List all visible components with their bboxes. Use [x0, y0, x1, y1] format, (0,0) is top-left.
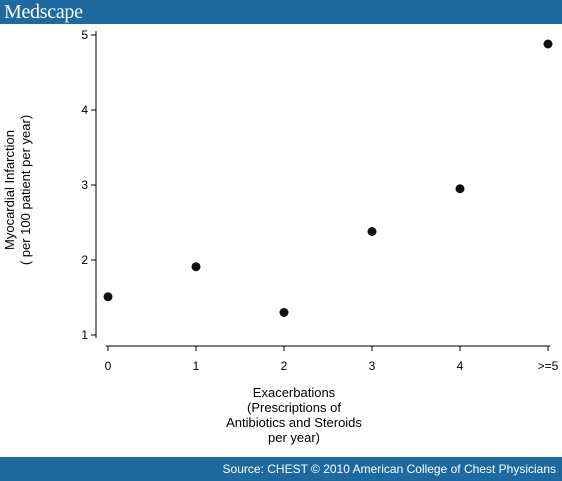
x-tick-label: 3	[369, 359, 376, 373]
data-point	[103, 292, 113, 302]
y-tick-label: 1	[81, 328, 88, 342]
x-ticks: 0 1 2 3 4 >=5	[105, 346, 559, 373]
x-axis-label: Exacerbations (Prescriptions of Antibiot…	[204, 385, 384, 445]
x-axis-label-line-4: per year)	[267, 430, 321, 445]
data-point	[455, 184, 465, 194]
x-tick-label: >=5	[538, 359, 559, 373]
y-tick-label: 2	[81, 253, 88, 267]
y-ticks: 1 2 3 4 5	[81, 28, 96, 342]
source-credit: Source: CHEST © 2010 American College of…	[222, 462, 556, 476]
data-point	[279, 308, 289, 317]
x-axis-label-line-1: Exacerbations	[252, 385, 336, 400]
chart-axes	[95, 31, 550, 347]
x-tick-label: 4	[457, 359, 464, 373]
y-tick-label: 4	[81, 103, 88, 117]
data-point	[191, 262, 201, 272]
x-tick-label: 0	[105, 359, 112, 373]
x-axis-label-line-2: (Prescriptions of	[247, 400, 341, 415]
x-axis-label-line-3: Antibiotics and Steroids	[226, 415, 362, 430]
data-points	[103, 39, 553, 317]
header-bar: Medscape	[0, 0, 562, 24]
x-tick-label: 1	[193, 359, 200, 373]
footer-bar: Source: CHEST © 2010 American College of…	[0, 457, 562, 481]
brand-logo: Medscape	[4, 1, 83, 23]
y-tick-label: 3	[81, 178, 88, 192]
x-tick-label: 2	[281, 359, 288, 373]
data-point	[543, 39, 553, 49]
data-point	[367, 227, 377, 236]
y-tick-label: 5	[81, 28, 88, 42]
